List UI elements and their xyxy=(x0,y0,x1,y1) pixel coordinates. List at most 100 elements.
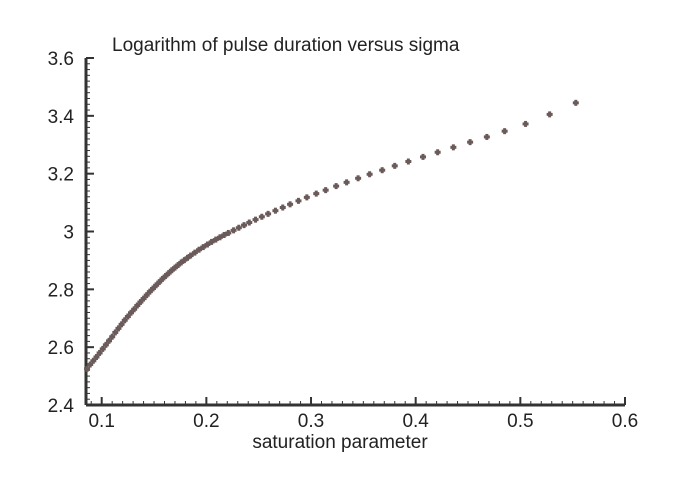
data-point-mark xyxy=(90,359,97,363)
data-point-mark xyxy=(112,330,119,334)
data-point-mark xyxy=(159,277,166,281)
data-point-mark xyxy=(241,223,248,227)
data-point xyxy=(379,167,386,174)
data-point xyxy=(272,207,279,214)
data-point xyxy=(87,361,94,368)
data-point xyxy=(303,194,310,201)
data-point-mark xyxy=(93,355,100,359)
data-point-mark xyxy=(84,367,91,371)
data-point xyxy=(467,139,474,146)
data-point xyxy=(366,171,373,178)
data-point xyxy=(106,337,113,344)
data-point xyxy=(221,231,228,238)
data-point xyxy=(246,219,253,226)
data-point-mark xyxy=(522,122,529,126)
data-point-mark xyxy=(295,199,302,203)
data-point xyxy=(115,325,122,332)
data-point-mark xyxy=(184,256,191,260)
data-point xyxy=(258,213,265,220)
data-point xyxy=(184,254,191,261)
data-point xyxy=(137,299,144,306)
data-point xyxy=(93,354,100,360)
data-point xyxy=(143,292,150,299)
data-point-mark xyxy=(391,164,398,168)
data-point xyxy=(322,187,329,194)
data-point xyxy=(287,201,294,208)
x-tick-label: 0.6 xyxy=(612,411,638,432)
y-tick-label: 3.4 xyxy=(48,107,75,128)
data-point-mark xyxy=(230,228,237,232)
data-point-mark xyxy=(258,215,265,219)
data-point xyxy=(343,179,350,186)
data-point-mark xyxy=(102,343,109,347)
data-point xyxy=(175,262,182,269)
data-point-mark xyxy=(216,235,223,239)
data-point-mark xyxy=(225,231,232,235)
data-point xyxy=(391,162,398,169)
data-point-mark xyxy=(405,160,412,164)
data-point xyxy=(178,259,185,266)
data-point-mark xyxy=(181,258,188,262)
data-point xyxy=(405,158,412,165)
data-point xyxy=(546,111,553,118)
data-point xyxy=(99,345,106,352)
data-point-mark xyxy=(162,274,169,278)
y-tick-label: 2.8 xyxy=(48,280,74,301)
data-point xyxy=(187,252,194,259)
data-point-mark xyxy=(96,351,103,355)
data-point-mark xyxy=(322,188,329,192)
data-point-mark xyxy=(235,226,242,230)
data-point-mark xyxy=(87,363,94,367)
x-tick-label: 0.1 xyxy=(88,411,114,432)
axes: 2.4 2.6 2.8 3 3.2 3.4 3.6 0.1 0.2 0.3 0.4 0.5 0.6 xyxy=(48,49,639,432)
data-point-mark xyxy=(128,311,134,315)
data-point xyxy=(235,224,242,231)
data-point xyxy=(279,204,286,211)
x-tick-label: 0.4 xyxy=(402,411,429,432)
y-tick-label: 3.6 xyxy=(48,49,74,70)
data-point-mark xyxy=(178,260,185,264)
data-point xyxy=(230,227,237,234)
data-point xyxy=(90,357,97,364)
data-point xyxy=(102,341,109,348)
data-point-mark xyxy=(252,218,259,222)
data-point-mark xyxy=(572,101,579,105)
data-point xyxy=(128,309,134,316)
data-point xyxy=(124,313,131,320)
data-point xyxy=(434,149,441,156)
data-point-mark xyxy=(137,300,144,304)
data-point-mark xyxy=(99,347,106,351)
data-point-mark xyxy=(121,318,128,322)
data-point xyxy=(153,282,160,289)
data-point-mark xyxy=(208,240,215,244)
data-point xyxy=(181,257,188,264)
data-point-mark xyxy=(191,251,198,255)
data-point-mark xyxy=(450,145,457,149)
data-point-mark xyxy=(171,266,178,270)
data-point-mark xyxy=(246,221,253,225)
data-point xyxy=(501,128,508,135)
data-point-mark xyxy=(118,322,125,326)
data-point-mark xyxy=(153,283,160,287)
data-point-mark xyxy=(165,271,172,275)
data-point-mark xyxy=(115,326,122,330)
data-point xyxy=(212,236,219,243)
data-point-mark xyxy=(124,315,131,319)
chart-title: Logarithm of pulse duration versus sigma xyxy=(112,35,460,56)
data-point-mark xyxy=(156,280,163,284)
data-point xyxy=(522,120,529,127)
data-point xyxy=(112,329,119,336)
data-point-mark xyxy=(483,135,490,139)
data-point xyxy=(483,133,490,140)
data-point-mark xyxy=(196,248,203,252)
data-point xyxy=(252,216,259,223)
data-point xyxy=(191,249,198,256)
data-point xyxy=(241,222,248,229)
data-point-mark xyxy=(303,195,310,199)
data-point xyxy=(162,273,169,280)
data-point xyxy=(146,288,153,295)
data-point xyxy=(131,306,138,313)
data-point xyxy=(196,246,203,253)
data-point-mark xyxy=(131,307,138,311)
